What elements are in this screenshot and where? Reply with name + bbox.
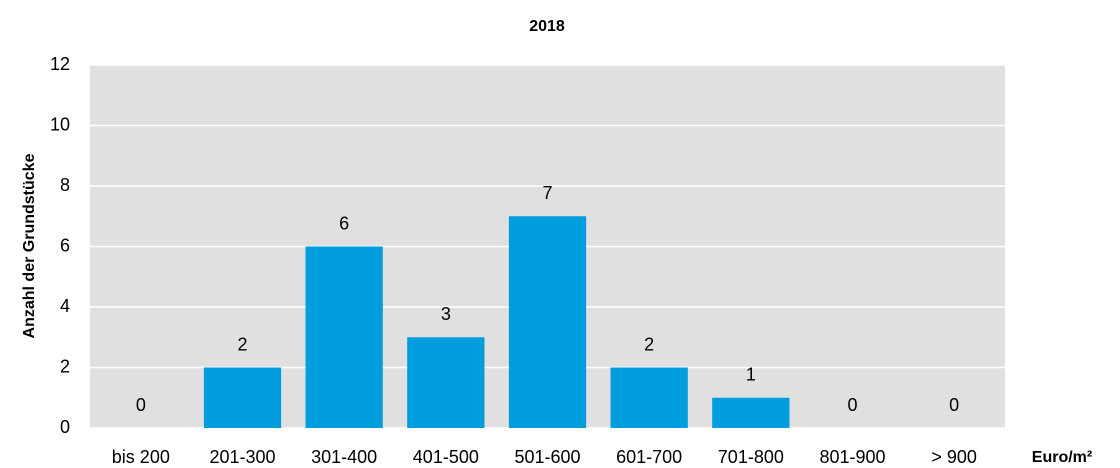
bar — [712, 397, 790, 428]
y-tick-label: 6 — [60, 235, 70, 255]
y-tick-label: 2 — [60, 356, 70, 376]
x-tick-label: 401-500 — [413, 447, 479, 467]
data-label: 7 — [542, 183, 552, 203]
x-tick-label: 201-300 — [209, 447, 275, 467]
bar — [610, 367, 688, 428]
x-tick-label: 601-700 — [616, 447, 682, 467]
y-tick-label: 10 — [50, 114, 70, 134]
y-axis-label: Anzahl der Grundstücke — [21, 153, 38, 338]
bar — [203, 367, 282, 428]
y-tick-label: 4 — [60, 296, 70, 316]
bar — [407, 337, 485, 428]
bar — [305, 246, 383, 428]
x-tick-label: bis 200 — [112, 447, 170, 467]
data-label: 0 — [136, 395, 146, 415]
x-tick-label: 701-800 — [718, 447, 784, 467]
x-tick-label: 501-600 — [514, 447, 580, 467]
data-label: 0 — [847, 395, 857, 415]
y-tick-label: 0 — [60, 417, 70, 437]
bar — [508, 216, 587, 428]
x-axis-label: Euro/m² — [1032, 449, 1092, 466]
data-label: 1 — [746, 365, 756, 385]
data-label: 2 — [237, 334, 247, 354]
x-tick-label: 801-900 — [819, 447, 885, 467]
x-tick-label: > 900 — [931, 447, 977, 467]
y-tick-label: 12 — [50, 54, 70, 74]
chart-title: 2018 — [529, 18, 565, 35]
data-label: 0 — [949, 395, 959, 415]
data-label: 2 — [644, 334, 654, 354]
x-tick-label: 301-400 — [311, 447, 377, 467]
y-tick-label: 8 — [60, 175, 70, 195]
data-label: 3 — [441, 304, 451, 324]
data-label: 6 — [339, 213, 349, 233]
